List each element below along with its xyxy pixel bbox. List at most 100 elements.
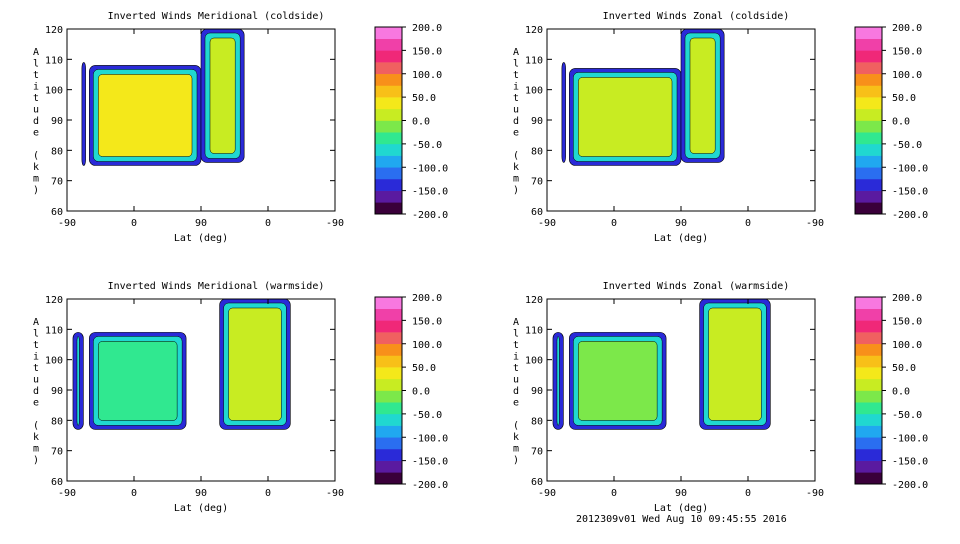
plot-panel-4: Inverted Winds Zonal (warmside) -90 0 90 0 -9… xyxy=(480,270,960,540)
y-tick-label: 70 xyxy=(51,447,63,458)
x-tick-label: 0 xyxy=(745,488,751,499)
x-tick-label: 0 xyxy=(611,488,617,499)
footer-timestamp: 2012309v01 Wed Aug 10 09:45:55 2016 xyxy=(576,514,787,525)
colorbar-segment xyxy=(375,472,402,485)
y-tick-label: 80 xyxy=(51,416,63,427)
colorbar-segment xyxy=(855,320,882,333)
colorbar-segment xyxy=(375,437,402,450)
chart-svg-4: Inverted Winds Zonal (warmside) -90 0 90 0 -9… xyxy=(513,281,928,514)
y-tick-label: 90 xyxy=(531,386,543,397)
x-tick-label: -90 xyxy=(538,488,556,499)
colorbar-segment xyxy=(855,367,882,380)
colorbar-segment xyxy=(855,308,882,321)
plot-panel-2: Inverted Winds Zonal (coldside) -90 0 90 0 -9… xyxy=(480,0,960,270)
x-tick-label: -90 xyxy=(806,218,824,229)
x-tick-label: -90 xyxy=(806,488,824,499)
data-region-core xyxy=(689,37,716,154)
y-tick-label: 60 xyxy=(531,477,543,488)
colorbar-segment xyxy=(375,120,402,133)
x-tick-label: 0 xyxy=(131,488,137,499)
data-region-core xyxy=(578,341,658,421)
y-tick-label: 60 xyxy=(51,477,63,488)
colorbar-tick-label: 0.0 xyxy=(412,387,430,398)
colorbar-segment xyxy=(855,108,882,121)
colorbar-segment xyxy=(855,143,882,156)
x-tick-label: -90 xyxy=(58,218,76,229)
colorbar-tick-label: -100.0 xyxy=(412,163,448,174)
colorbar-segment xyxy=(375,38,402,51)
colorbar-segment xyxy=(375,132,402,145)
colorbar-tick-label: 50.0 xyxy=(412,363,436,374)
y-tick-label: 120 xyxy=(525,25,543,36)
colorbar-tick-label: 100.0 xyxy=(892,70,922,81)
colorbar-segment xyxy=(375,355,402,368)
colorbar-tick-label: 100.0 xyxy=(892,340,922,351)
colorbar-segment xyxy=(855,437,882,450)
colorbar-tick-label: 200.0 xyxy=(892,23,922,34)
colorbar-segment xyxy=(855,343,882,356)
y-tick-label: 60 xyxy=(51,207,63,218)
data-region xyxy=(561,62,566,163)
colorbar-segment xyxy=(855,190,882,203)
y-tick-label: 110 xyxy=(45,325,63,336)
colorbar-tick-label: 0.0 xyxy=(412,117,430,128)
x-tick-label: 0 xyxy=(131,218,137,229)
y-tick-label: 70 xyxy=(531,177,543,188)
colorbar-segment xyxy=(855,85,882,98)
colorbar-segment xyxy=(855,178,882,191)
colorbar-segment xyxy=(855,202,882,215)
y-tick-label: 110 xyxy=(45,55,63,66)
x-tick-label: 90 xyxy=(195,218,207,229)
colorbar-tick-label: 50.0 xyxy=(892,93,916,104)
colorbar-segment xyxy=(375,178,402,191)
y-tick-label: 90 xyxy=(531,116,543,127)
colorbar-tick-label: -150.0 xyxy=(412,187,448,198)
colorbar-segment xyxy=(375,155,402,168)
colorbar-segment xyxy=(375,85,402,98)
colorbar-segment xyxy=(375,402,402,415)
colorbar-segment xyxy=(375,108,402,121)
colorbar-segment xyxy=(855,132,882,145)
colorbar-segment xyxy=(855,378,882,391)
colorbar-tick-label: 150.0 xyxy=(892,316,922,327)
data-region-core xyxy=(98,74,193,157)
x-tick-label: 0 xyxy=(265,488,271,499)
colorbar-tick-label: 50.0 xyxy=(892,363,916,374)
y-tick-label: 70 xyxy=(51,177,63,188)
colorbar-tick-label: -200.0 xyxy=(892,480,928,491)
colorbar-tick-label: -200.0 xyxy=(892,210,928,221)
colorbar-tick-label: 200.0 xyxy=(412,23,442,34)
y-tick-label: 110 xyxy=(525,325,543,336)
y-tick-label: 90 xyxy=(51,386,63,397)
y-tick-label: 120 xyxy=(525,295,543,306)
colorbar-segment xyxy=(855,460,882,473)
colorbar-tick-label: -100.0 xyxy=(412,433,448,444)
x-tick-label: 90 xyxy=(675,218,687,229)
colorbar-segment xyxy=(855,120,882,133)
chart-svg-1: Inverted Winds Meridional (coldside) -90 0… xyxy=(33,11,448,244)
colorbar-tick-label: 100.0 xyxy=(412,70,442,81)
chart-title: Inverted Winds Zonal (warmside) xyxy=(603,281,790,292)
x-tick-label: -90 xyxy=(538,218,556,229)
y-tick-label: 100 xyxy=(45,86,63,97)
x-tick-label: 90 xyxy=(195,488,207,499)
colorbar-segment xyxy=(375,202,402,215)
y-tick-label: 120 xyxy=(45,295,63,306)
colorbar-tick-label: -200.0 xyxy=(412,210,448,221)
colorbar-segment xyxy=(855,332,882,345)
colorbar-segment xyxy=(855,355,882,368)
y-tick-label: 110 xyxy=(525,55,543,66)
colorbar-segment xyxy=(375,190,402,203)
colorbar-tick-label: 0.0 xyxy=(892,387,910,398)
colorbar-tick-label: 200.0 xyxy=(892,293,922,304)
colorbar-tick-label: 50.0 xyxy=(412,93,436,104)
chart-svg-2: Inverted Winds Zonal (coldside) -90 0 90 0 -9… xyxy=(513,11,928,244)
colorbar-segment xyxy=(855,73,882,86)
colorbar-tick-label: -150.0 xyxy=(892,187,928,198)
data-region-core xyxy=(98,341,178,421)
chart-title: Inverted Winds Meridional (warmside) xyxy=(108,281,325,292)
colorbar-segment xyxy=(855,38,882,51)
colorbar-segment xyxy=(375,62,402,75)
